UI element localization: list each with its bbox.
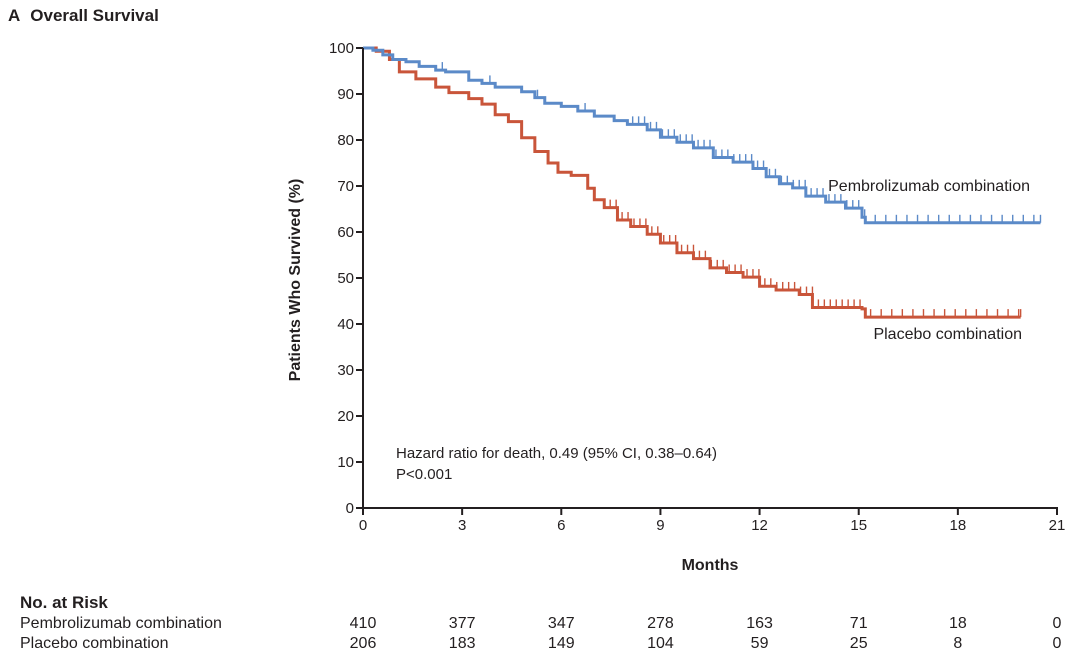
risk-value: 183	[448, 635, 476, 652]
risk-value: 0	[1052, 635, 1062, 652]
risk-value: 25	[849, 635, 868, 652]
legend-label-pembrolizumab: Pembrolizumab combination	[828, 178, 1030, 195]
risk-value: 104	[647, 635, 674, 652]
risk-value: 59	[750, 635, 769, 652]
y-tick-label: 40	[337, 316, 354, 333]
y-tick-label: 50	[337, 270, 354, 287]
x-tick-label: 9	[656, 517, 664, 534]
x-tick-label: 6	[557, 517, 565, 534]
risk-value: 278	[647, 615, 674, 632]
risk-value: 377	[448, 615, 476, 632]
y-tick-label: 90	[337, 86, 354, 103]
risk-value: 18	[948, 615, 967, 632]
panel-title-text: Overall Survival	[30, 6, 159, 25]
risk-value: 0	[1052, 615, 1062, 632]
x-axis-ticks: 0 3 6 9 12 15 18 21	[359, 508, 1066, 534]
y-tick-label: 70	[337, 178, 354, 195]
panel-letter: A	[8, 6, 21, 25]
y-tick-label: 80	[337, 132, 354, 149]
risk-table-title: No. at Risk	[20, 593, 108, 612]
risk-value: 347	[547, 615, 575, 632]
hazard-ratio-annotation: Hazard ratio for death, 0.49 (95% CI, 0.…	[396, 445, 717, 462]
risk-value: 163	[746, 615, 773, 632]
x-tick-label: 3	[458, 517, 466, 534]
panel-title: A Overall Survival	[8, 6, 159, 26]
curve-placebo	[363, 46, 1021, 319]
y-axis-ticks: 0 10 20 30 40 50 60 70 80 90 100	[329, 40, 363, 517]
risk-row-placebo: Placebo combination 206 183 149 104 59 25 8 0	[20, 635, 1080, 655]
risk-row-label: Placebo combination	[20, 635, 169, 652]
survival-chart: 0 3 6 9 12 15 18 21 0 10 20 30 40 50 60 70 80 90 100 Mont…	[287, 40, 1066, 574]
risk-row-pembrolizumab: Pembrolizumab combination 410 377 347 278 16…	[20, 615, 1080, 635]
x-tick-label: 12	[751, 517, 768, 534]
x-tick-label: 18	[950, 517, 967, 534]
y-tick-label: 20	[337, 408, 354, 425]
curves-layer	[363, 46, 1042, 319]
x-axis-title: Months	[682, 557, 739, 574]
y-axis-title: Patients Who Survived (%)	[287, 179, 304, 382]
risk-value: 71	[849, 615, 868, 632]
risk-value: 206	[349, 635, 377, 652]
x-tick-label: 21	[1049, 517, 1066, 534]
legend-label-placebo: Placebo combination	[873, 326, 1022, 343]
y-tick-label: 30	[337, 362, 354, 379]
risk-value: 410	[349, 615, 377, 632]
risk-table: No. at Risk Pembrolizumab combination 41…	[20, 593, 1080, 655]
risk-value: 8	[953, 635, 963, 652]
p-value-annotation: P<0.001	[396, 466, 452, 483]
y-tick-label: 60	[337, 224, 354, 241]
y-tick-label: 100	[329, 40, 354, 57]
x-tick-label: 15	[850, 517, 867, 534]
y-tick-label: 10	[337, 454, 354, 471]
curve-pembrolizumab	[363, 46, 1041, 225]
risk-value: 149	[547, 635, 575, 652]
risk-row-label: Pembrolizumab combination	[20, 615, 222, 632]
y-tick-label: 0	[346, 500, 354, 517]
x-tick-label: 0	[359, 517, 367, 534]
